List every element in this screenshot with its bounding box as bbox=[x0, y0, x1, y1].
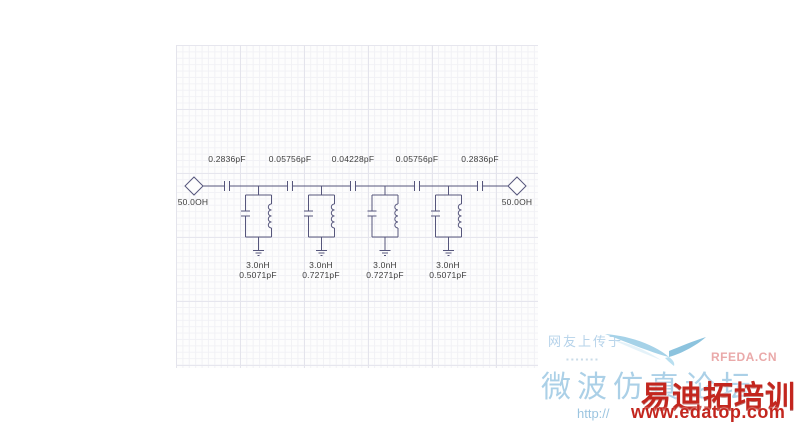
ground-icon bbox=[316, 250, 327, 256]
resonator-inductance: 3.0nH bbox=[309, 260, 333, 270]
port-impedance-label: 50.0OH bbox=[501, 197, 533, 207]
series-capacitor-icon[interactable] bbox=[414, 181, 420, 191]
resonator-capacitance: 0.5071pF bbox=[239, 270, 277, 280]
resonator-capacitance: 0.7271pF bbox=[302, 270, 340, 280]
bird-logo-icon bbox=[605, 334, 706, 366]
shunt-resonator-icon[interactable] bbox=[431, 186, 462, 256]
series-cap-value: 0.2836pF bbox=[208, 154, 246, 164]
grid-paper bbox=[176, 45, 538, 368]
series-cap-value: 0.04228pF bbox=[331, 154, 375, 164]
site-url: www.edatop.com bbox=[631, 402, 786, 422]
shunt-resonator-icon[interactable] bbox=[304, 186, 335, 256]
series-cap-value: 0.2836pF bbox=[461, 154, 499, 164]
inductor-icon bbox=[457, 203, 462, 229]
shunt-resonator-icon[interactable] bbox=[241, 186, 272, 256]
forum-name-watermark: 微波仿真论坛 bbox=[541, 371, 757, 404]
series-capacitor-icon[interactable] bbox=[477, 181, 483, 191]
series-capacitor-icon[interactable] bbox=[224, 181, 230, 191]
resonator-inductance: 3.0nH bbox=[436, 260, 460, 270]
series-capacitor-icon[interactable] bbox=[287, 181, 293, 191]
resonator-inductance: 3.0nH bbox=[373, 260, 397, 270]
resonator-capacitance: 0.7271pF bbox=[366, 270, 404, 280]
blurred-text: ▪▪▪▪▪▪▪ bbox=[566, 355, 600, 364]
ground-icon bbox=[253, 250, 264, 256]
series-cap-value: 0.05756pF bbox=[395, 154, 439, 164]
resonator-capacitance: 0.5071pF bbox=[429, 270, 467, 280]
inductor-icon bbox=[394, 203, 399, 229]
uploader-note: 网友上传于 bbox=[548, 334, 624, 349]
brand-name-watermark: 易迪拓培训 bbox=[641, 381, 796, 414]
inductor-icon bbox=[267, 203, 272, 229]
series-cap-value: 0.05756pF bbox=[268, 154, 312, 164]
site-badge: RFEDA.CN bbox=[711, 350, 777, 364]
ground-icon bbox=[379, 250, 391, 256]
inductor-icon bbox=[330, 203, 335, 229]
shunt-resonator-icon[interactable] bbox=[367, 186, 399, 256]
ground-icon bbox=[443, 250, 454, 256]
url-prefix: http:// bbox=[577, 406, 610, 421]
port-icon[interactable] bbox=[507, 176, 527, 196]
port-impedance-label: 50.0OH bbox=[177, 197, 209, 207]
port-icon[interactable] bbox=[184, 176, 204, 196]
series-capacitor-icon[interactable] bbox=[350, 181, 356, 191]
resonator-inductance: 3.0nH bbox=[246, 260, 270, 270]
